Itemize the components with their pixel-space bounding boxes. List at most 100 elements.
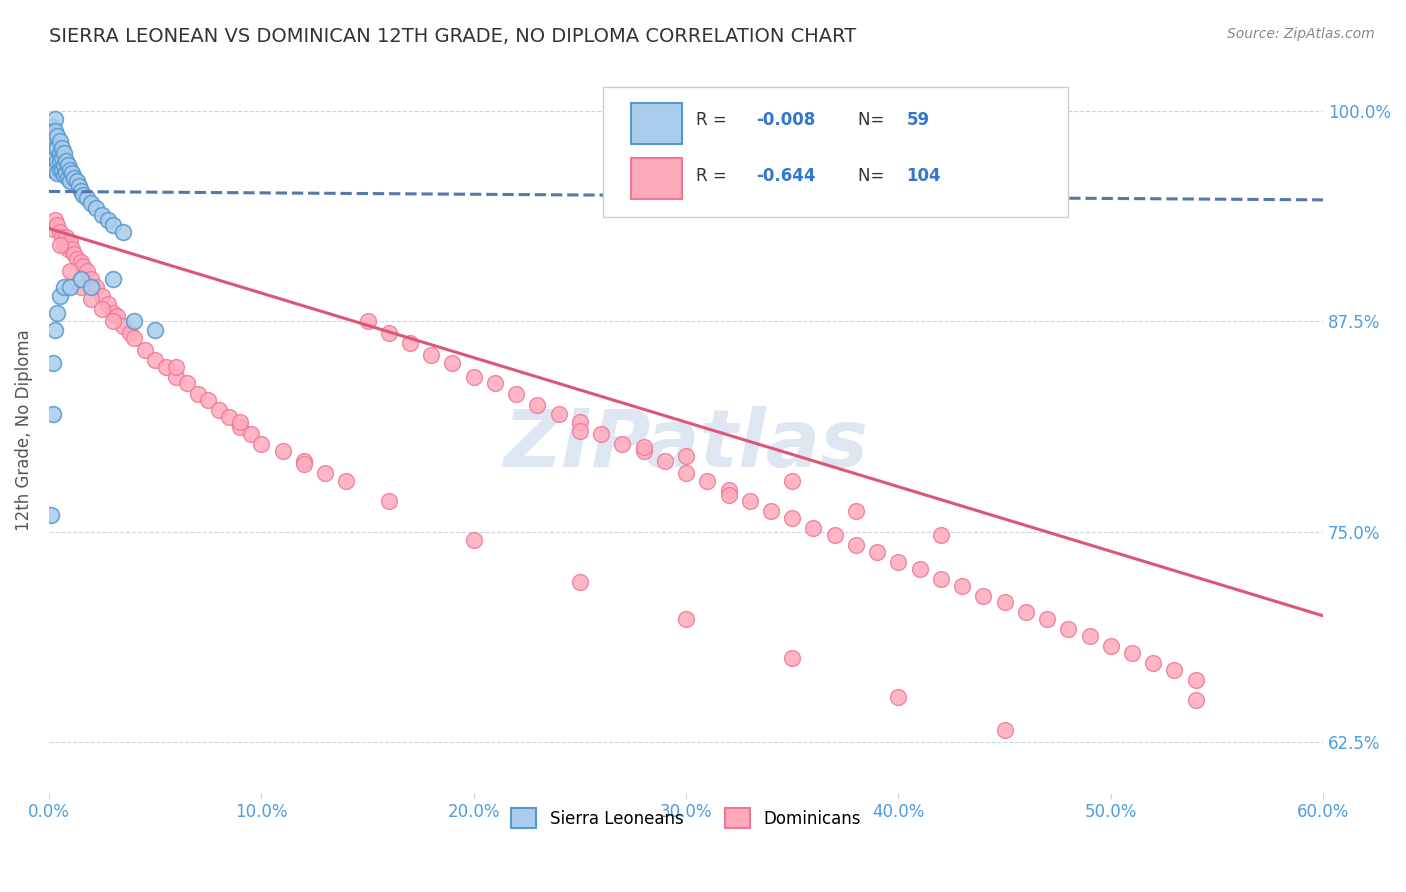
Point bbox=[52, 168, 75, 182]
Point bbox=[39, 145, 62, 160]
Point bbox=[1142, 656, 1164, 670]
Point bbox=[48, 289, 70, 303]
Point bbox=[950, 578, 973, 592]
Point bbox=[91, 302, 114, 317]
Point bbox=[46, 218, 69, 232]
Point bbox=[155, 359, 177, 374]
Point bbox=[505, 386, 527, 401]
Point bbox=[314, 466, 336, 480]
Point bbox=[69, 255, 91, 269]
Point bbox=[59, 280, 82, 294]
Point bbox=[780, 474, 803, 488]
Point bbox=[55, 230, 77, 244]
Point bbox=[39, 128, 62, 143]
Point bbox=[176, 376, 198, 391]
Point bbox=[105, 309, 128, 323]
Text: SIERRA LEONEAN VS DOMINICAN 12TH GRADE, NO DIPLOMA CORRELATION CHART: SIERRA LEONEAN VS DOMINICAN 12TH GRADE, … bbox=[49, 27, 856, 45]
Point bbox=[65, 252, 87, 266]
Point bbox=[48, 154, 70, 169]
Text: -0.644: -0.644 bbox=[756, 167, 815, 185]
Point bbox=[377, 494, 399, 508]
Point bbox=[292, 457, 315, 471]
Point bbox=[46, 128, 69, 143]
Point bbox=[1015, 606, 1038, 620]
Point bbox=[271, 443, 294, 458]
Point bbox=[72, 187, 94, 202]
Point bbox=[208, 403, 231, 417]
Point bbox=[591, 426, 613, 441]
Text: ZIPatlas: ZIPatlas bbox=[503, 406, 869, 484]
Point bbox=[42, 137, 65, 152]
Point bbox=[51, 230, 73, 244]
Point bbox=[122, 331, 145, 345]
Text: -0.008: -0.008 bbox=[756, 112, 815, 129]
Point bbox=[292, 454, 315, 468]
Text: Source: ZipAtlas.com: Source: ZipAtlas.com bbox=[1227, 27, 1375, 41]
Point bbox=[845, 504, 868, 518]
Point bbox=[63, 246, 86, 260]
Text: N=: N= bbox=[858, 112, 890, 129]
Point bbox=[97, 297, 120, 311]
Point bbox=[463, 369, 485, 384]
Point bbox=[80, 280, 103, 294]
Point bbox=[229, 415, 252, 429]
Point bbox=[59, 174, 82, 188]
Point bbox=[929, 572, 952, 586]
Point bbox=[48, 225, 70, 239]
Point bbox=[42, 407, 65, 421]
Point bbox=[1184, 693, 1206, 707]
Point bbox=[69, 280, 91, 294]
Point bbox=[101, 314, 124, 328]
Point bbox=[48, 238, 70, 252]
Point bbox=[122, 314, 145, 328]
Point bbox=[67, 179, 90, 194]
Point bbox=[929, 528, 952, 542]
Point bbox=[80, 292, 103, 306]
Point bbox=[420, 348, 443, 362]
Point bbox=[44, 151, 66, 165]
Point bbox=[84, 280, 107, 294]
Point bbox=[239, 426, 262, 441]
Point bbox=[780, 651, 803, 665]
Point bbox=[1099, 639, 1122, 653]
Point bbox=[866, 545, 889, 559]
Point bbox=[76, 263, 98, 277]
Point bbox=[44, 141, 66, 155]
Point bbox=[463, 533, 485, 547]
Point bbox=[824, 528, 846, 542]
Point bbox=[44, 124, 66, 138]
Point bbox=[887, 690, 910, 704]
Point bbox=[48, 145, 70, 160]
Point bbox=[250, 437, 273, 451]
Point bbox=[633, 441, 655, 455]
Point bbox=[1078, 629, 1101, 643]
Point bbox=[55, 154, 77, 169]
Point bbox=[42, 221, 65, 235]
Point bbox=[59, 263, 82, 277]
Text: R =: R = bbox=[696, 167, 733, 185]
Point bbox=[568, 424, 591, 438]
Point bbox=[59, 162, 82, 177]
Point bbox=[335, 474, 357, 488]
Point bbox=[143, 322, 166, 336]
Point bbox=[51, 151, 73, 165]
Point bbox=[229, 420, 252, 434]
Point bbox=[134, 343, 156, 357]
Point bbox=[675, 466, 697, 480]
Point bbox=[51, 162, 73, 177]
Point bbox=[780, 511, 803, 525]
Point bbox=[80, 272, 103, 286]
Point bbox=[738, 494, 761, 508]
Point bbox=[1121, 646, 1143, 660]
Point bbox=[994, 723, 1017, 738]
Point bbox=[675, 449, 697, 463]
Point bbox=[63, 171, 86, 186]
Point bbox=[377, 326, 399, 340]
Point bbox=[72, 259, 94, 273]
Point bbox=[55, 166, 77, 180]
Point bbox=[97, 213, 120, 227]
Legend: Sierra Leoneans, Dominicans: Sierra Leoneans, Dominicans bbox=[505, 801, 868, 835]
Point bbox=[803, 521, 825, 535]
Point bbox=[56, 157, 79, 171]
Point bbox=[675, 612, 697, 626]
